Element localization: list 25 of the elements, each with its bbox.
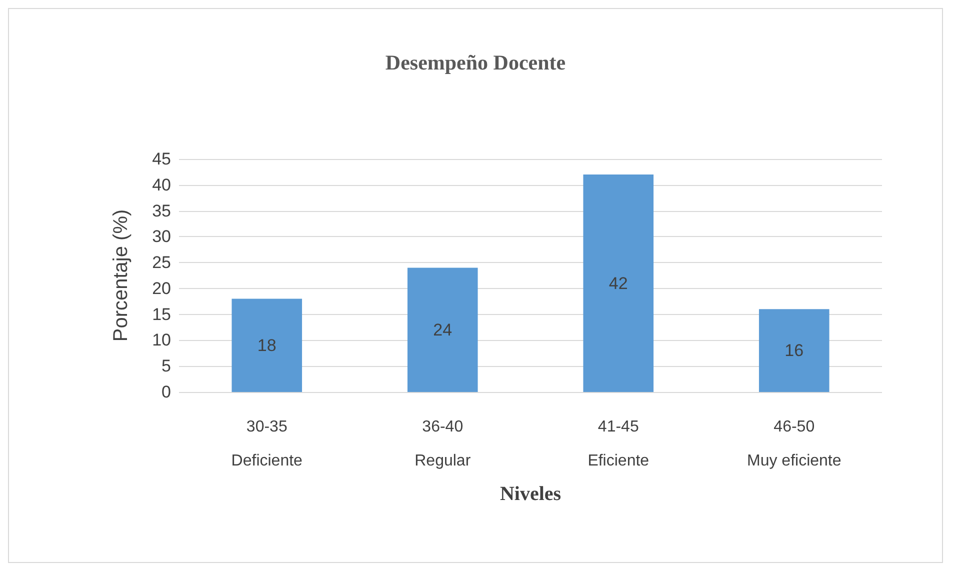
y-tick-label: 45	[152, 150, 171, 168]
x-axis-title: Niveles	[500, 483, 562, 505]
y-tick-label: 0	[162, 382, 171, 402]
data-label: 18	[257, 336, 276, 355]
y-tick-label: 15	[152, 304, 171, 324]
y-tick-label: 30	[152, 227, 171, 246]
y-tick-label: 40	[152, 175, 171, 194]
y-axis-title: Porcentaje (%)	[110, 209, 132, 342]
y-tick-label: 10	[152, 330, 171, 350]
bar	[583, 174, 654, 392]
data-label: 24	[433, 320, 452, 340]
y-tick-label: 5	[162, 356, 171, 376]
y-tick-label: 20	[152, 278, 171, 298]
data-label: 42	[608, 274, 628, 293]
bar	[232, 298, 302, 392]
x-tick-label: 30-35 Deficiente	[231, 418, 303, 470]
bar	[407, 268, 478, 392]
x-tick-label: 36-40 Regular	[414, 418, 472, 470]
chart-title: Desempeño Docente	[385, 50, 566, 74]
x-tick-label: 41-45 Eficiente	[588, 418, 650, 470]
data-label: 16	[784, 341, 804, 360]
x-tick-label: 46-50 Muy eficiente	[746, 418, 842, 470]
y-tick-label: 25	[152, 253, 171, 272]
bar	[758, 309, 830, 392]
y-tick-label: 35	[152, 201, 171, 220]
